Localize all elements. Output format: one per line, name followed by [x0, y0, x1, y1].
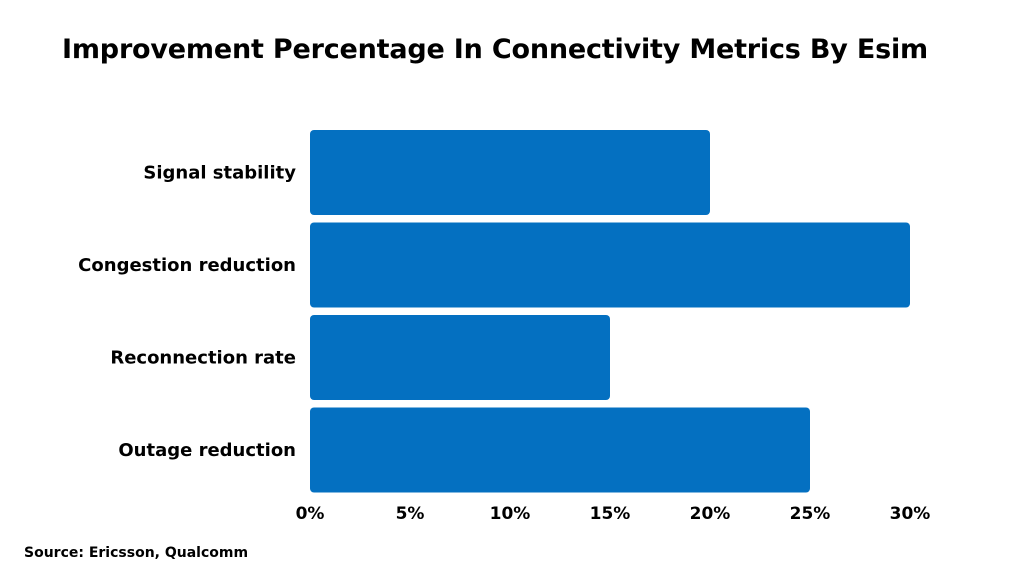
- bar-reconnection-rate: [310, 315, 610, 400]
- x-tick-label-25: 25%: [790, 504, 831, 524]
- category-label-outage-reduction: Outage reduction: [118, 440, 296, 461]
- category-labels: Signal stability Congestion reduction Reco…: [78, 163, 296, 462]
- x-tick-label-30: 30%: [890, 504, 931, 524]
- x-tick-label-0: 0%: [296, 504, 325, 524]
- category-label-congestion-reduction: Congestion reduction: [78, 255, 296, 276]
- category-label-reconnection-rate: Reconnection rate: [110, 348, 296, 369]
- category-label-signal-stability: Signal stability: [143, 163, 296, 184]
- x-tick-label-15: 15%: [590, 504, 631, 524]
- chart-title: Improvement Percentage In Connectivity M…: [62, 34, 928, 65]
- bar-outage-reduction: [310, 407, 810, 493]
- x-tick-label-10: 10%: [490, 504, 531, 524]
- source-note: Source: Ericsson, Qualcomm: [24, 545, 249, 561]
- bar-signal-stability: [310, 130, 710, 215]
- bars-layer: [310, 130, 910, 493]
- x-tick-label-5: 5%: [396, 504, 425, 524]
- x-tick-label-20: 20%: [690, 504, 731, 524]
- bar-congestion-reduction: [310, 222, 910, 308]
- x-axis-tick-labels: 0% 5% 10% 15% 20% 25% 30%: [296, 504, 931, 524]
